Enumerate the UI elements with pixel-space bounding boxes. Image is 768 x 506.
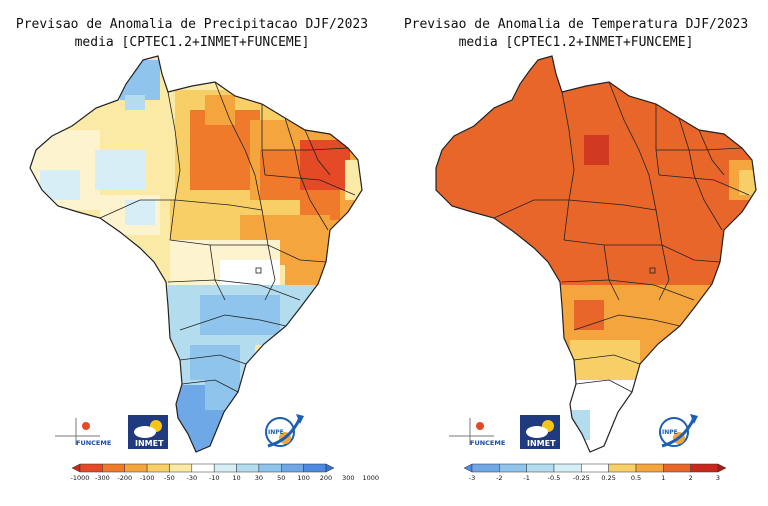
temp-colorbar-segment	[471, 463, 500, 473]
precip-colorbar-segment	[102, 463, 125, 473]
precip-colorbar-tick-label: 1000	[362, 474, 379, 482]
temp-colorbar-tick-label: 0.5	[631, 474, 641, 482]
funceme-label: FUNCEME	[76, 439, 111, 447]
precip-field	[345, 160, 362, 200]
precip-colorbar-segment	[236, 463, 260, 473]
precip-colorbar-tick-label: 200	[320, 474, 332, 482]
precip-colorbar-tick-label: 50	[277, 474, 285, 482]
precip-colorbar-segment	[213, 463, 237, 473]
temp-colorbar-segment	[499, 463, 527, 473]
precip-colorbar-tick-label: 30	[255, 474, 263, 482]
precip-colorbar-tick-label: -100	[140, 474, 155, 482]
federal-district-marker	[649, 267, 656, 274]
brazil-outline	[435, 55, 757, 453]
precip-colorbar-tick-label: -300	[95, 474, 110, 482]
precipitation-panel: Previsao de Anomalia de Precipitacao DJF…	[15, 17, 379, 482]
precip-subtitle: media [CPTEC1.2+INMET+FUNCEME]	[74, 35, 310, 50]
inmet-label: INMET	[135, 439, 164, 448]
precip-colorbar-segment	[191, 463, 215, 473]
inpe-label: INPE	[268, 429, 284, 436]
temp-colorbar-tick-label: 3	[716, 474, 720, 482]
temp-colorbar-tick-label: -2	[496, 474, 502, 482]
temp-title: Previsao de Anomalia de Temperatura DJF/…	[403, 17, 749, 32]
precip-colorbar-tick-label: 100	[297, 474, 309, 482]
temp-colorbar-segment	[690, 463, 719, 473]
temp-colorbar-ticks: -3 -2 -1 -0.5 -0.25 0.25 0.5 1 2 3	[469, 474, 720, 482]
precip-field	[95, 150, 145, 190]
funceme-label: FUNCEME	[470, 439, 505, 447]
temp-field	[570, 340, 640, 385]
precip-colorbar-tick-label: -30	[187, 474, 198, 482]
temp-colorbar-segment	[463, 463, 473, 473]
temp-field	[584, 135, 609, 165]
funceme-logo: FUNCEME	[55, 418, 111, 447]
precip-colorbar-tick-label: -50	[164, 474, 175, 482]
temp-colorbar-tick-label: -0.25	[573, 474, 590, 482]
precip-colorbar-segment	[169, 463, 193, 473]
temp-colorbar-segment	[663, 463, 691, 473]
precip-field	[190, 345, 240, 380]
inpe-label: INPE	[662, 429, 678, 436]
precip-field	[120, 60, 160, 100]
temp-colorbar-tick-label: -1	[523, 474, 529, 482]
precip-field	[200, 295, 280, 335]
precip-colorbar-tick-label: -1000	[71, 474, 90, 482]
precip-colorbar-segment	[281, 463, 304, 473]
precip-title: Previsao de Anomalia de Precipitacao DJF…	[15, 17, 369, 32]
state-borders	[99, 81, 356, 393]
precip-colorbar: -1000 -300 -200 -100 -50 -30 -10 10 30 50 100 200 30…	[71, 463, 379, 482]
inmet-logo: INMET	[128, 415, 168, 449]
precip-colorbar-ticks: -1000 -300 -200 -100 -50 -30 -10 10 30 50 100 200 30…	[71, 474, 379, 482]
temp-colorbar-tick-label: -0.5	[548, 474, 561, 482]
precip-colorbar-tick-label: -10	[209, 474, 220, 482]
precip-field	[40, 170, 80, 200]
temp-colorbar-segment	[635, 463, 664, 473]
temp-map: FUNCEME INMET INPE -3 -2 -1 -0.5 -0.25 0.25 0.…	[435, 55, 757, 482]
temp-colorbar-tick-label: 1	[661, 474, 665, 482]
temp-colorbar-tick-label: 2	[689, 474, 693, 482]
precip-colorbar-tick-label: 300	[342, 474, 354, 482]
temp-colorbar-tick-label: 0.25	[601, 474, 615, 482]
precip-colorbar-segment	[79, 463, 103, 473]
precip-colorbar-segment	[325, 463, 335, 473]
precip-colorbar-segment	[303, 463, 327, 473]
state-borders	[493, 81, 750, 393]
temp-colorbar-segment	[581, 463, 609, 473]
temperature-panel: Previsao de Anomalia de Temperatura DJF/…	[384, 0, 768, 506]
temp-subtitle: media [CPTEC1.2+INMET+FUNCEME]	[458, 35, 694, 50]
precip-map: FUNCEME INMET INPE -1000 -300 -200 -100 -50-…	[29, 55, 379, 482]
precip-field	[125, 200, 155, 225]
temp-colorbar-segments	[463, 463, 727, 473]
precip-colorbar-segment	[71, 463, 81, 473]
precip-field	[205, 380, 240, 410]
temp-colorbar-segment	[526, 463, 555, 473]
temp-colorbar-tick-label: -3	[469, 474, 475, 482]
precip-colorbar-segment	[146, 463, 170, 473]
temp-colorbar-segment	[553, 463, 582, 473]
inmet-label: INMET	[527, 439, 556, 448]
temp-field	[570, 410, 590, 440]
precip-colorbar-tick-label: -200	[117, 474, 132, 482]
precip-colorbar-segment	[124, 463, 148, 473]
temp-colorbar-segment	[608, 463, 637, 473]
temp-colorbar: -3 -2 -1 -0.5 -0.25 0.25 0.5 1 2 3	[463, 463, 727, 482]
precip-colorbar-segment	[258, 463, 282, 473]
precip-colorbar-tick-label: 10	[232, 474, 240, 482]
funceme-logo: FUNCEME	[449, 418, 505, 447]
precip-colorbar-segments	[71, 463, 335, 473]
inpe-logo: INPE	[265, 414, 304, 448]
precip-field	[125, 95, 145, 110]
inpe-logo: INPE	[659, 414, 698, 448]
temp-field	[574, 300, 604, 330]
temp-field	[739, 170, 756, 195]
federal-district-marker	[255, 267, 262, 274]
temp-colorbar-segment	[717, 463, 727, 473]
inmet-logo: INMET	[520, 415, 560, 449]
brazil-outline	[29, 55, 363, 453]
